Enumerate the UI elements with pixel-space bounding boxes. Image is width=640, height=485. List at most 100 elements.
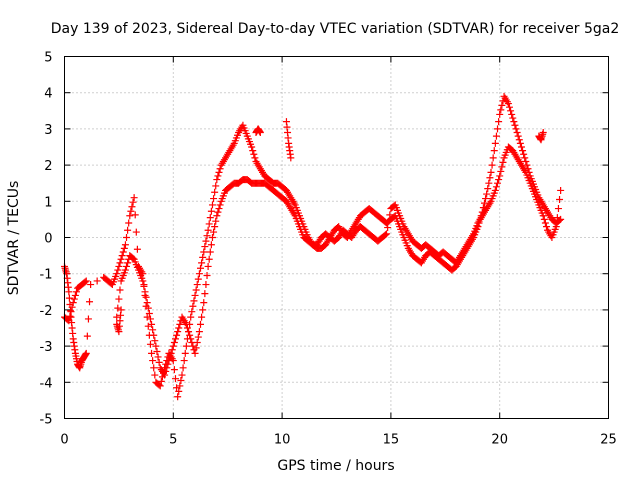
data-point-marker — [539, 129, 547, 137]
data-point-marker — [202, 237, 210, 245]
x-tick-label: 20 — [491, 433, 508, 448]
data-point-marker — [87, 281, 95, 289]
data-point-marker — [520, 150, 528, 158]
data-point-marker — [113, 313, 121, 321]
data-point-marker — [65, 294, 73, 302]
data-point-marker — [83, 332, 91, 340]
data-point-marker — [195, 270, 203, 278]
chart-title: Day 139 of 2023, Sidereal Day-to-day VTE… — [51, 21, 620, 37]
data-point-marker — [123, 234, 131, 241]
data-point-marker — [116, 259, 124, 267]
data-point-marker — [212, 217, 220, 225]
data-point-marker — [256, 129, 264, 137]
data-point-marker — [133, 245, 141, 253]
data-point-marker — [148, 349, 156, 357]
data-point-marker — [119, 248, 127, 256]
data-point-marker — [144, 304, 152, 312]
data-point-marker — [141, 288, 149, 296]
data-point-marker — [81, 278, 89, 286]
data-point-marker — [216, 165, 224, 173]
data-point-marker — [180, 357, 188, 365]
data-point-marker — [195, 328, 203, 336]
data-point-marker — [189, 342, 197, 350]
y-tick-label: 2 — [44, 159, 52, 174]
data-point-marker — [188, 308, 196, 316]
data-point-marker — [207, 207, 215, 215]
data-point-marker — [117, 306, 125, 314]
data-point-marker — [190, 297, 198, 305]
data-point-marker — [514, 132, 522, 140]
data-point-marker — [386, 211, 394, 219]
data-point-marker — [381, 231, 389, 239]
data-point-marker — [66, 312, 74, 320]
data-point-marker — [150, 364, 158, 372]
x-tick-label: 10 — [274, 433, 291, 448]
data-point-marker — [201, 290, 209, 298]
data-point-marker — [182, 320, 190, 328]
data-point-marker — [287, 154, 295, 162]
data-point-marker — [175, 387, 183, 395]
data-point-marker — [132, 228, 140, 236]
data-point-marker — [173, 331, 181, 339]
y-tick-label: 0 — [44, 232, 52, 247]
data-point-marker — [194, 275, 202, 283]
data-point-marker — [542, 223, 550, 231]
data-point-marker — [157, 377, 165, 385]
data-point-marker — [129, 198, 137, 206]
data-point-marker — [65, 317, 73, 325]
data-point-marker — [151, 371, 159, 379]
data-point-marker — [130, 194, 138, 202]
data-point-marker — [165, 357, 173, 365]
data-point-marker — [194, 333, 202, 341]
data-point-marker — [199, 306, 207, 314]
data-point-marker — [139, 277, 147, 285]
data-point-marker — [557, 186, 565, 194]
axis-ticks: 0 5 10 15 20 25 -5 -4 -3 -2 -1 0 1 2 3 4 5 — [40, 51, 617, 448]
data-point-marker — [182, 342, 190, 350]
data-point-marker — [496, 110, 504, 118]
data-point-marker — [126, 212, 134, 220]
data-point-marker — [248, 143, 256, 151]
data-point-marker — [118, 252, 126, 260]
data-point-marker — [155, 358, 163, 366]
data-point-marker — [166, 353, 174, 361]
y-tick-label: -1 — [40, 268, 53, 283]
data-point-marker — [483, 190, 491, 198]
data-point-marker — [120, 244, 128, 252]
data-point-marker — [155, 381, 163, 389]
data-point-marker — [540, 215, 548, 223]
data-point-marker — [113, 270, 121, 278]
data-point-marker — [204, 262, 212, 270]
data-markers — [61, 92, 565, 401]
data-point-marker — [114, 304, 122, 312]
data-point-marker — [491, 186, 499, 194]
data-point-marker — [203, 272, 211, 280]
data-point-marker — [517, 143, 525, 151]
y-tick-label: 5 — [44, 51, 52, 66]
plot-frame — [64, 56, 609, 419]
data-point-marker — [511, 121, 519, 129]
data-point-marker — [146, 315, 154, 323]
data-point-marker — [156, 382, 164, 390]
data-point-marker — [115, 295, 123, 303]
data-point-marker — [82, 349, 90, 357]
y-tick-label: 3 — [44, 123, 52, 138]
data-point-marker — [82, 277, 90, 285]
data-point-marker — [140, 282, 148, 290]
data-point-marker — [187, 313, 195, 321]
data-point-marker — [121, 266, 129, 274]
data-point-marker — [163, 364, 171, 372]
data-point-marker — [206, 248, 214, 256]
data-point-marker — [86, 298, 94, 306]
data-point-marker — [206, 214, 214, 222]
data-point-marker — [205, 255, 213, 263]
y-tick-label: 1 — [44, 195, 52, 210]
data-point-marker — [204, 226, 212, 234]
data-point-marker — [205, 220, 213, 228]
data-point-marker — [115, 262, 123, 270]
data-point-marker — [515, 136, 523, 144]
data-point-marker — [191, 349, 199, 357]
data-point-marker — [539, 212, 547, 220]
data-point-marker — [65, 288, 73, 296]
x-tick-label: 25 — [600, 433, 617, 448]
